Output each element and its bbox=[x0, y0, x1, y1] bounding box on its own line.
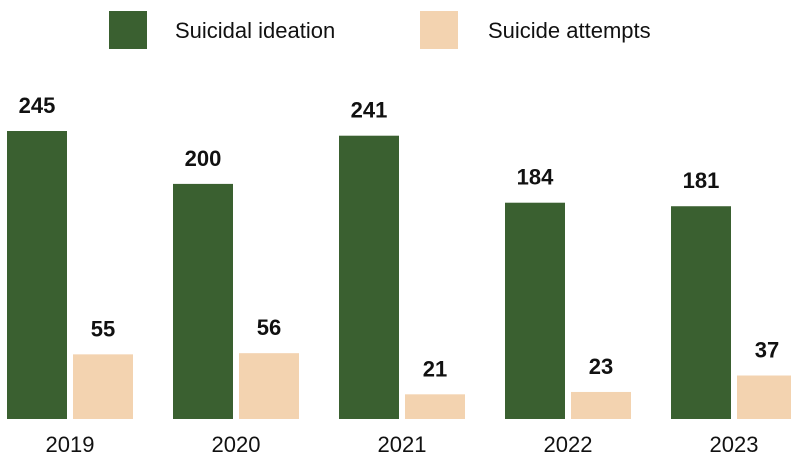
bars-group bbox=[7, 131, 791, 420]
x-tick-label-2020: 2020 bbox=[212, 432, 261, 457]
x-axis-ticks: 2019 2020 2021 2022 2023 bbox=[46, 432, 759, 457]
data-labels-group: 245 55 200 56 241 21 184 23 181 37 bbox=[19, 93, 780, 381]
data-label-suicidal-ideation-2019: 245 bbox=[19, 93, 56, 118]
data-label-suicide-attempts-2021: 21 bbox=[423, 356, 447, 381]
bar-suicide-attempts-2021 bbox=[405, 394, 465, 419]
legend-label-suicidal-ideation: Suicidal ideation bbox=[175, 18, 335, 43]
bar-suicidal-ideation-2022 bbox=[505, 202, 565, 419]
bar-suicide-attempts-2020 bbox=[239, 353, 299, 419]
legend: Suicidal ideation Suicide attempts bbox=[109, 11, 651, 49]
x-tick-label-2023: 2023 bbox=[710, 432, 759, 457]
data-label-suicidal-ideation-2021: 241 bbox=[351, 98, 388, 123]
data-label-suicidal-ideation-2022: 184 bbox=[517, 165, 554, 190]
legend-swatch-suicide-attempts bbox=[420, 11, 458, 49]
x-tick-label-2021: 2021 bbox=[378, 432, 427, 457]
bar-suicidal-ideation-2023 bbox=[671, 206, 731, 419]
bar-suicide-attempts-2022 bbox=[571, 391, 631, 419]
data-label-suicide-attempts-2022: 23 bbox=[589, 354, 613, 379]
data-label-suicide-attempts-2023: 37 bbox=[755, 338, 779, 363]
data-label-suicidal-ideation-2023: 181 bbox=[683, 168, 720, 193]
x-tick-label-2019: 2019 bbox=[46, 432, 95, 457]
legend-swatch-suicidal-ideation bbox=[109, 11, 147, 49]
legend-label-suicide-attempts: Suicide attempts bbox=[488, 18, 651, 43]
x-tick-label-2022: 2022 bbox=[544, 432, 593, 457]
bar-suicide-attempts-2023 bbox=[737, 375, 791, 419]
bar-suicidal-ideation-2019 bbox=[7, 131, 67, 419]
data-label-suicidal-ideation-2020: 200 bbox=[185, 146, 222, 171]
data-label-suicide-attempts-2019: 55 bbox=[91, 316, 115, 341]
data-label-suicide-attempts-2020: 56 bbox=[257, 315, 281, 340]
bar-suicidal-ideation-2020 bbox=[173, 183, 233, 419]
bar-suicide-attempts-2019 bbox=[73, 354, 133, 419]
bar-suicidal-ideation-2021 bbox=[339, 135, 399, 420]
